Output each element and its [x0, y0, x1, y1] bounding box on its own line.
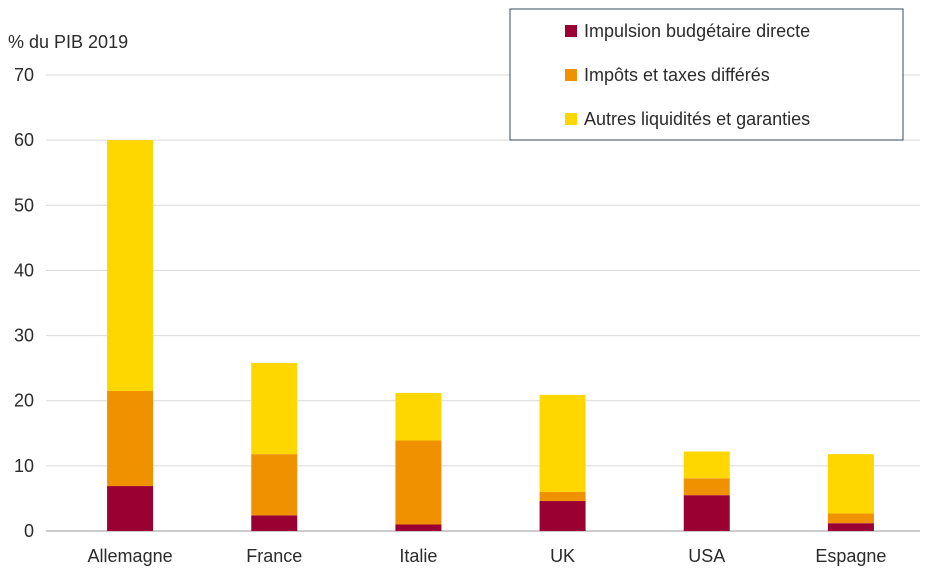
y-tick-label: 30 — [14, 326, 34, 346]
y-axis-label: % du PIB 2019 — [8, 32, 128, 52]
legend-label: Impôts et taxes différés — [584, 65, 770, 85]
x-category-label: France — [246, 546, 302, 566]
bar-segment — [395, 440, 442, 525]
bar-segment — [107, 140, 154, 391]
x-category-label: UK — [550, 546, 575, 566]
bar-segment — [539, 394, 586, 492]
gridlines — [46, 74, 920, 532]
bar-segment — [539, 491, 586, 502]
y-axis-ticks: 0 10 20 30 40 50 60 70 — [14, 65, 34, 541]
bar-segment — [539, 501, 586, 531]
y-tick-label: 50 — [14, 195, 34, 215]
x-category-label: Italie — [399, 546, 437, 566]
bar-segment — [827, 513, 874, 524]
y-tick-label: 60 — [14, 130, 34, 150]
legend-swatch — [565, 25, 577, 37]
y-tick-label: 70 — [14, 65, 34, 85]
legend: Impulsion budgétaire directe Impôts et ta… — [509, 8, 904, 141]
bar-segment — [827, 454, 874, 514]
bar-segment — [251, 515, 298, 531]
bar-segment — [107, 486, 154, 531]
bar-segment — [683, 451, 730, 479]
x-category-label: USA — [688, 546, 725, 566]
legend-label: Impulsion budgétaire directe — [584, 21, 810, 41]
y-tick-label: 10 — [14, 456, 34, 476]
x-category-label: Espagne — [815, 546, 886, 566]
bar-segment — [107, 390, 154, 487]
bar-segment — [827, 523, 874, 531]
y-tick-label: 20 — [14, 391, 34, 411]
bar-segment — [395, 392, 442, 441]
legend-label: Autres liquidités et garanties — [584, 109, 810, 129]
bars — [107, 140, 874, 531]
bar-segment — [683, 478, 730, 496]
bar-segment — [395, 524, 442, 531]
bar-segment — [251, 362, 298, 455]
legend-swatch — [565, 69, 577, 81]
bar-segment — [251, 454, 298, 516]
y-tick-label: 40 — [14, 260, 34, 280]
x-axis-categories: Allemagne France Italie UK USA Espagne — [88, 546, 887, 566]
legend-swatch — [565, 113, 577, 125]
x-category-label: Allemagne — [88, 546, 173, 566]
y-tick-label: 0 — [24, 521, 34, 541]
bar-segment — [683, 495, 730, 531]
